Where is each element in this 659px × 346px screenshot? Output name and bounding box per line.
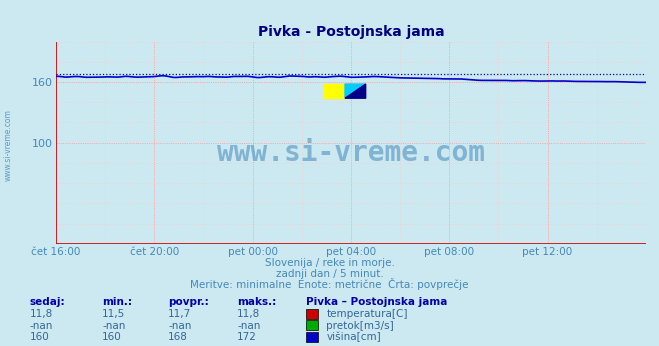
Text: zadnji dan / 5 minut.: zadnji dan / 5 minut. (275, 269, 384, 279)
Text: -nan: -nan (102, 321, 125, 331)
Polygon shape (345, 84, 366, 98)
Text: min.:: min.: (102, 297, 132, 307)
Text: 11,7: 11,7 (168, 309, 191, 319)
Polygon shape (345, 84, 366, 98)
Text: www.si-vreme.com: www.si-vreme.com (3, 109, 13, 181)
Text: -nan: -nan (237, 321, 260, 331)
Text: 160: 160 (30, 333, 49, 343)
Text: -nan: -nan (30, 321, 53, 331)
Text: Pivka – Postojnska jama: Pivka – Postojnska jama (306, 297, 448, 307)
Text: temperatura[C]: temperatura[C] (326, 309, 408, 319)
Text: Meritve: minimalne  Enote: metrične  Črta: povprečje: Meritve: minimalne Enote: metrične Črta:… (190, 278, 469, 290)
Text: Slovenija / reke in morje.: Slovenija / reke in morje. (264, 258, 395, 268)
Text: 160: 160 (102, 333, 122, 343)
Text: 11,8: 11,8 (30, 309, 53, 319)
Title: Pivka - Postojnska jama: Pivka - Postojnska jama (258, 25, 444, 39)
Text: maks.:: maks.: (237, 297, 277, 307)
Text: www.si-vreme.com: www.si-vreme.com (217, 139, 485, 167)
Text: 11,8: 11,8 (237, 309, 260, 319)
Text: povpr.:: povpr.: (168, 297, 209, 307)
Text: višina[cm]: višina[cm] (326, 332, 381, 343)
Text: -nan: -nan (168, 321, 191, 331)
Bar (324, 84, 345, 98)
Text: 168: 168 (168, 333, 188, 343)
Text: 172: 172 (237, 333, 257, 343)
Text: sedaj:: sedaj: (30, 297, 65, 307)
Text: 11,5: 11,5 (102, 309, 125, 319)
Text: pretok[m3/s]: pretok[m3/s] (326, 321, 394, 331)
